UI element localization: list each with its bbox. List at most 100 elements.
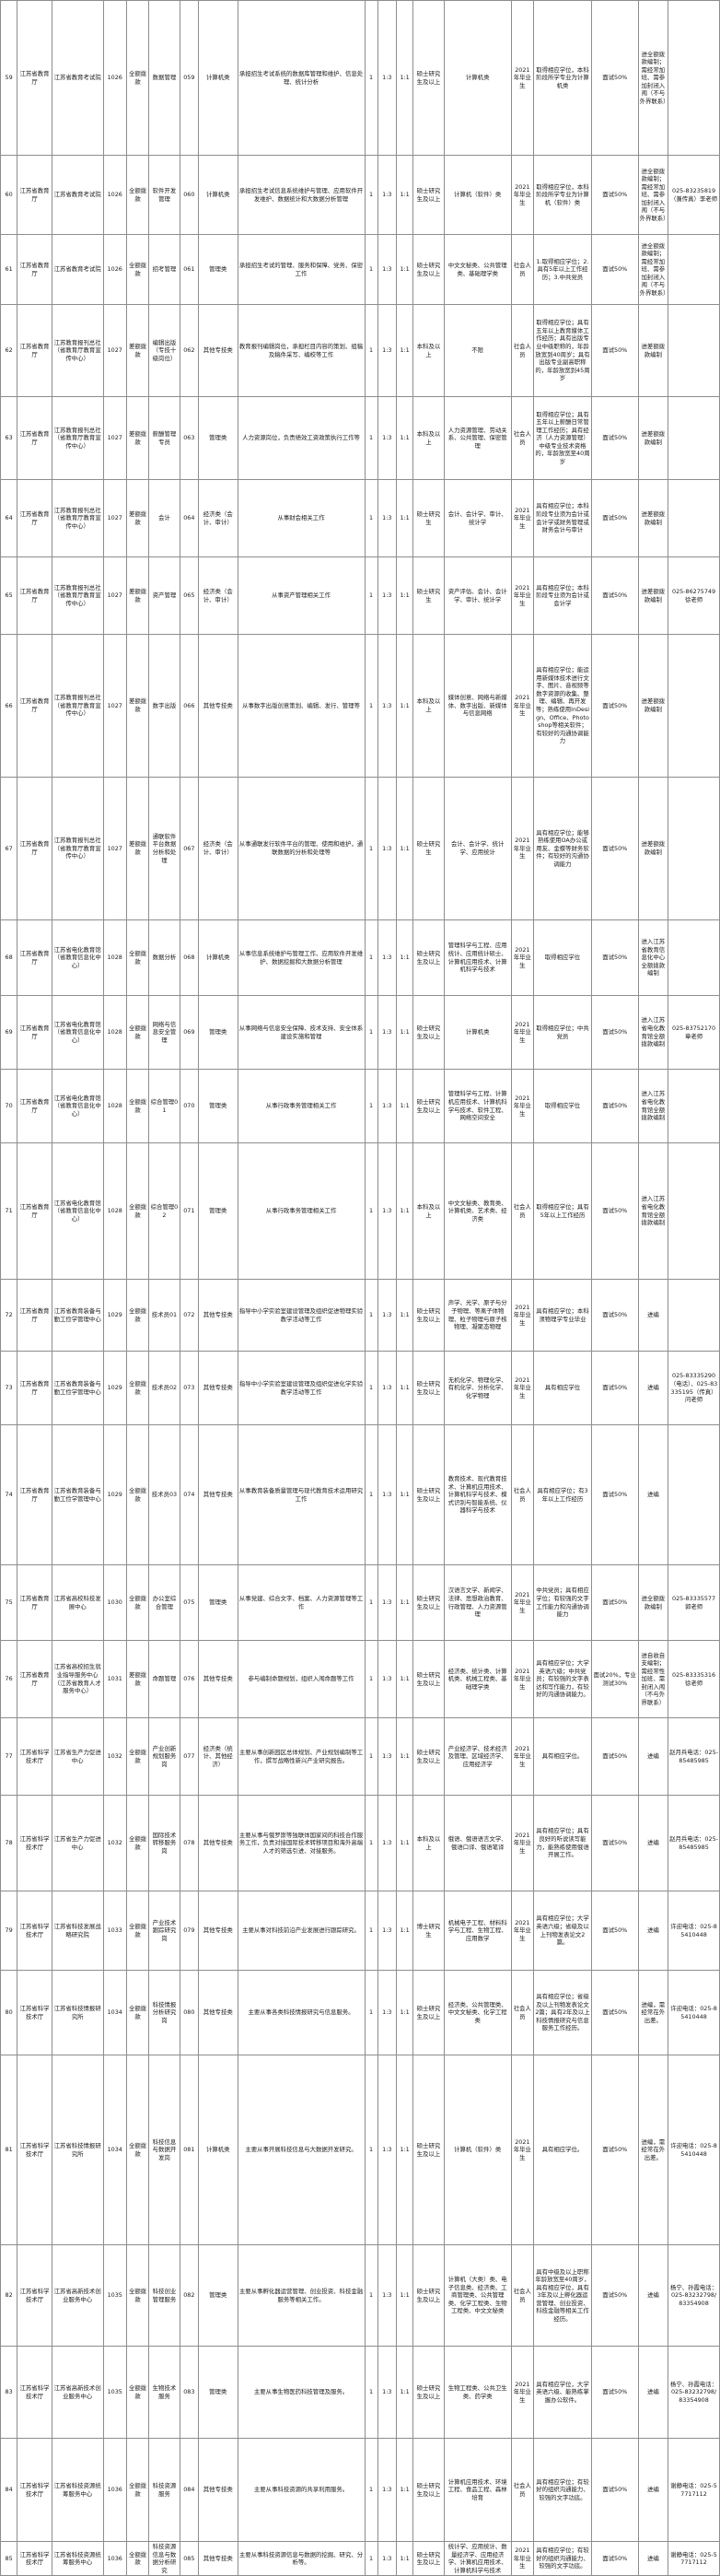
cell-unit_code: 1033: [102, 1891, 127, 1971]
cell-other: 具有相应学位；本科阶段专业须为会计或会计学: [533, 556, 592, 635]
cell-tel: 许迎电话：025-85410448: [668, 1970, 720, 2055]
cell-post: 技术员02: [148, 1351, 180, 1425]
cell-tel: 许迎电话：025-85410448: [668, 2055, 720, 2245]
cell-education: 本科及以上: [412, 1795, 445, 1891]
cell-idx: 74: [0, 1424, 18, 1565]
cell-tel: [668, 396, 720, 480]
cell-funding: 差额拨款: [125, 304, 150, 397]
cell-ratio_exam: 1:1: [395, 2438, 414, 2542]
cell-dept: 江苏省教育厅: [17, 1351, 52, 1425]
cell-idx: 77: [0, 1717, 18, 1796]
cell-post_code: 064: [179, 479, 199, 557]
cell-score: 面试50%: [590, 0, 639, 156]
cell-category: 经济类（统计、其他经济）: [197, 1717, 238, 1796]
cell-score: 面试50%: [590, 2438, 639, 2542]
cell-major: 无机化学、物理化学、有机化学、分析化学、化学物理: [443, 1351, 512, 1425]
cell-funding: 全额拨款: [125, 1891, 150, 1971]
cell-major: 教育技术、现代教育技术、计算机应用技术、计算机科学与技术、模式识别与智能系统、仪…: [443, 1424, 512, 1565]
cell-score: 面试20%，专业测试30%: [590, 1640, 639, 1718]
cell-note: 进编: [637, 1717, 669, 1796]
cell-score: 面试50%: [590, 2244, 639, 2347]
cell-note: 进编: [637, 2244, 669, 2347]
cell-tel: [668, 634, 720, 778]
cell-idx: 84: [0, 2438, 18, 2542]
cell-dept: 江苏省教育厅: [17, 396, 52, 480]
cell-major: 汉语言文学、新闻学、法律、思想政治教育、行政管理、人力资源管理: [443, 1564, 512, 1641]
cell-education: 硕士研究生: [412, 777, 445, 920]
cell-post: 招考管理: [148, 234, 180, 305]
cell-unit_code: 1028: [102, 1142, 127, 1280]
cell-category: 其他专技类: [197, 1795, 238, 1891]
cell-category: 管理类: [197, 1564, 238, 1641]
cell-num: 1: [364, 919, 378, 996]
cell-ratio_exam: 1:1: [395, 155, 414, 235]
cell-post: 会计: [148, 479, 180, 557]
cell-ratio_exam: 1:1: [395, 556, 414, 635]
cell-category: 其他专技类: [197, 1424, 238, 1565]
cell-major: 经济类、统计类、计算机类、机械工程类、基础理学类: [443, 1640, 512, 1718]
cell-duty: 承担招生考试的管理、服务和保障、党务、保密工作: [237, 234, 366, 305]
cell-note: 进入江苏省教育信息化中心全额拨款编制: [637, 919, 669, 996]
cell-dept: 江苏省教育厅: [17, 1640, 52, 1718]
cell-other: 具有相应学位；具有良好的听说读写能力，能熟练使用俄语开展工作。: [533, 1795, 592, 1891]
cell-ratio_exam: 1:1: [395, 1069, 414, 1143]
cell-ratio_open: 1:3: [377, 155, 397, 235]
cell-unit_code: 1036: [102, 2540, 127, 2576]
cell-other: 具有相应学位。: [533, 2055, 592, 2245]
cell-note: 进自收自支编制；需经常性加班、需封闭入闱（不与外界联系）: [637, 1640, 669, 1718]
cell-unit_code: 1026: [102, 155, 127, 235]
cell-education: 硕士研究生及以上: [412, 1351, 445, 1425]
cell-num: 1: [364, 2346, 378, 2439]
cell-tel: 025-83235819（兼传真）李老师: [668, 155, 720, 235]
cell-duty: 从事行政事务管理相关工作: [237, 1142, 366, 1280]
cell-funding: 差额拨款: [125, 396, 150, 480]
cell-num: 1: [364, 1279, 378, 1352]
cell-dept: 江苏省科学技术厅: [17, 1970, 52, 2055]
cell-duty: 从事财会相关工作: [237, 479, 366, 557]
cell-ratio_open: 1:3: [377, 234, 397, 305]
cell-score: 面试50%: [590, 995, 639, 1070]
cell-score: 面试50%: [590, 919, 639, 996]
table-row: 67 江苏省教育厅 江苏教育报刊总社（省教育厅教育宣传中心） 1027 差额拨款 通联软件…: [0, 777, 720, 920]
cell-score: 面试50%: [590, 1564, 639, 1641]
cell-other: 取得相应学位，本科阶段所学专业为计算机（软件）类: [533, 155, 592, 235]
cell-other: 具有相应学位；本科须物理学专业毕业: [533, 1279, 592, 1352]
cell-post: 科技资源服务: [148, 2438, 180, 2542]
cell-other: 具有相应学位；有3年以上工作经历: [533, 1424, 592, 1565]
cell-post_code: 084: [179, 2438, 199, 2542]
cell-idx: 65: [0, 556, 18, 635]
cell-funding: 差额拨款: [125, 556, 150, 635]
cell-post: 数据管理: [148, 0, 180, 156]
cell-major: 中文文秘类、公共管理类、基础理学类: [443, 234, 512, 305]
cell-post_code: 081: [179, 2055, 199, 2245]
cell-note: 进编: [637, 1891, 669, 1971]
cell-note: 进全额拨款编制；需经常加班、需参加封闭入闱（不与外界联系）: [637, 155, 669, 235]
cell-duty: 从事党建、综合文字、档案、人力资源管理等工作: [237, 1564, 366, 1641]
cell-education: 硕士研究生: [412, 556, 445, 635]
cell-idx: 83: [0, 2346, 18, 2439]
cell-ratio_open: 1:3: [377, 2346, 397, 2439]
table-row: 65 江苏省教育厅 江苏教育报刊总社（省教育厅教育宣传中心） 1027 差额拨款 资产管理…: [0, 556, 720, 635]
cell-unit_code: 1031: [102, 1640, 127, 1718]
cell-idx: 72: [0, 1279, 18, 1352]
cell-num: 1: [364, 304, 378, 397]
cell-post_code: 072: [179, 1279, 199, 1352]
cell-source: 社会人员: [510, 304, 535, 397]
cell-ratio_open: 1:3: [377, 396, 397, 480]
cell-ratio_exam: 1:1: [395, 995, 414, 1070]
cell-num: 1: [364, 396, 378, 480]
cell-idx: 70: [0, 1069, 18, 1143]
cell-education: 硕士研究生及以上: [412, 919, 445, 996]
cell-note: 进差额拨款编制: [637, 777, 669, 920]
cell-score: 面试50%: [590, 1717, 639, 1796]
table-row: 80 江苏省科学技术厅 江苏省科技情报研究所 1034 全额拨款 科技情报分析研究岗 080…: [0, 1970, 720, 2055]
cell-category: 管理类: [197, 2244, 238, 2347]
cell-score: 面试50%: [590, 2055, 639, 2245]
cell-source: 2021年毕业生: [510, 1891, 535, 1971]
cell-ratio_open: 1:3: [377, 1564, 397, 1641]
cell-num: 1: [364, 1640, 378, 1718]
cell-unit_code: 1029: [102, 1351, 127, 1425]
cell-category: 管理类: [197, 234, 238, 305]
cell-tel: 赵月兵电话：025-85485985: [668, 1795, 720, 1891]
cell-unit: 江苏省科技资源统筹服务中心: [51, 2540, 104, 2576]
